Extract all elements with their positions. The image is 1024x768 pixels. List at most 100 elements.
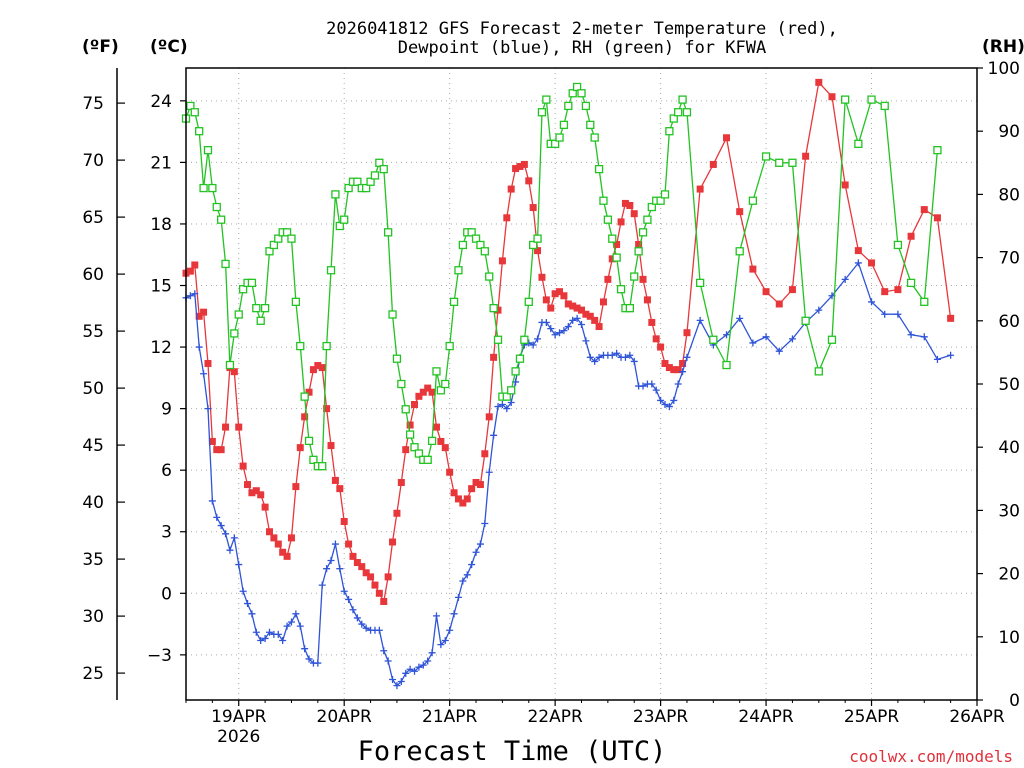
fahrenheit-axis: 25 30 35 40 45 50 55 60 65 70 75 [82,94,125,684]
temperature-point [894,286,902,294]
dewpoint-point [463,571,471,579]
temperature-point [424,384,432,392]
dewpoint-point [841,275,849,283]
temperature-point [490,353,498,361]
temperature-point [191,261,199,269]
dewpoint-point [239,587,247,595]
temperature-point [397,478,405,486]
rh-tick-label: 30 [998,501,1020,521]
temperature-point [314,362,322,370]
fahrenheit-tick-label: 45 [82,436,104,456]
dewpoint-point [749,339,757,347]
dewpoint-point [573,314,581,322]
rh-point [221,259,230,269]
dewpoint-point [472,548,480,556]
rh-point [441,379,450,389]
rh-point [282,228,292,237]
temperature-point [186,267,194,275]
dewpoint-point [208,497,216,505]
dewpoint-point [907,331,915,339]
temperature-point [516,162,524,170]
temperature-point [252,487,260,495]
rh-point [612,253,621,262]
fahrenheit-tick-label: 65 [82,208,104,228]
rh-point [722,360,731,370]
dewpoint-point [560,327,568,335]
time-tick-label: 22APR [527,707,583,727]
temperature-point [639,275,647,283]
temperature-point [670,366,678,374]
rh-point [410,443,419,452]
rh-point [893,240,903,250]
series-layer [181,78,955,690]
dewpoint-point [283,622,291,630]
dewpoint-point [279,636,287,644]
temperature-point [560,292,568,300]
dewpoint-point [349,606,357,614]
temperature-point [318,364,326,372]
dewpoint-point [582,337,590,345]
temperature-point [353,559,361,567]
dewpoint-point [274,630,282,638]
temperature-point [635,240,643,248]
temperature-point [428,388,436,396]
temperature-point [393,509,401,517]
celsius-axis: −3 0 3 6 9 12 15 18 21 24 [147,92,186,666]
temperature-point [933,214,941,222]
dewpoint-point [454,593,462,601]
temperature-point [204,359,212,367]
rh-point [186,101,195,111]
fahrenheit-tick-label: 50 [82,379,104,399]
rh-point [577,89,586,98]
dewpoint-point [534,335,542,343]
rh-tick-label: 90 [998,122,1020,142]
rh-point [524,297,533,306]
rh-point [761,152,771,161]
temperature-point [367,573,375,581]
rh-point [375,158,384,167]
rh-point [854,139,863,148]
temperature-point [432,423,440,431]
temperature-point [582,310,590,318]
temperature-point [494,306,502,314]
fahrenheit-tick-label: 30 [82,607,104,627]
rh-point [748,196,758,205]
dewpoint-point [411,667,419,675]
dewpoint-point [292,610,300,618]
dewpoint-point [696,316,704,324]
dewpoint-point [551,331,559,339]
dewpoint-point [468,561,476,569]
rh-point [572,82,582,92]
dewpoint-point [459,577,467,585]
temperature-point [854,247,862,255]
temperature-point [547,304,555,312]
rh-point [454,266,463,275]
dewpoint-point [481,520,489,528]
rh-point [696,278,705,288]
temperature-point [621,199,629,207]
dewpoint-point [595,353,603,361]
dewpoint-point [428,649,436,657]
temperature-point [195,312,203,320]
temperature-point [463,495,471,503]
rh-point [274,234,283,243]
rh-point [537,108,547,117]
dewpoint-point [723,331,731,339]
temperature-point [525,177,533,185]
rh-point [529,240,538,250]
dewpoint-point [213,513,221,521]
dewpoint-point [547,325,555,333]
temperature-point [476,481,484,489]
rh-point [256,316,265,325]
temperature-point [301,413,309,421]
fahrenheit-tick-label: 60 [82,265,104,285]
dewpoint-point [920,333,928,341]
temperature-point [503,214,511,222]
rh-point [309,455,318,464]
rh-point [269,240,279,250]
rh-point [383,228,393,237]
temperature-point [450,489,458,497]
temperature-point [534,247,542,255]
rh-point [370,171,380,180]
time-tick-label: 24APR [738,707,794,727]
